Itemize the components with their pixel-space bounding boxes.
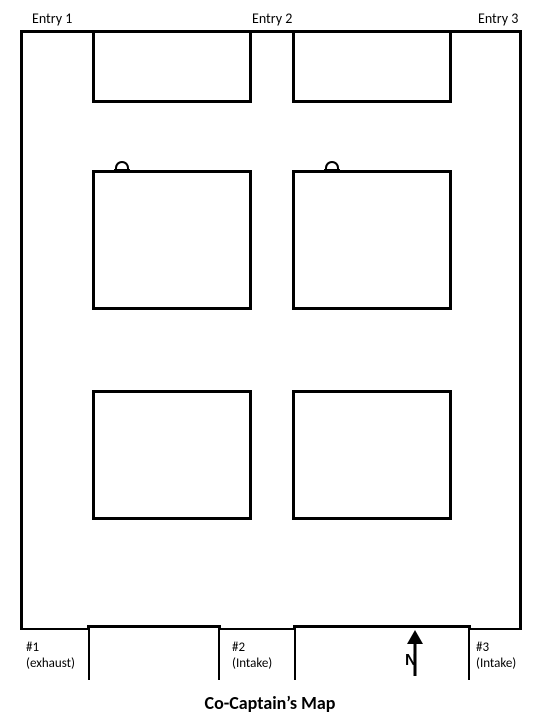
bottom-label-3-line2: (Intake) [476, 656, 516, 672]
building-outline [20, 30, 522, 628]
bottom-label-3: #3 (Intake) [476, 640, 516, 673]
opening-1-right-wall [88, 628, 90, 680]
diagram-stage: Entry 1 Entry 2 Entry 3 #1 (exhaust) #2 … [0, 0, 540, 720]
opening-2-left-wall [218, 628, 220, 680]
opening-2-right-wall [294, 628, 296, 680]
bottom-label-2: #2 (Intake) [232, 640, 272, 673]
block-row2-right [292, 170, 452, 310]
device-right-icon [325, 161, 339, 169]
entry-3-label: Entry 3 [478, 10, 518, 27]
opening-3-left-wall [468, 628, 470, 680]
opening-2-top-line [218, 628, 296, 630]
bottom-label-1: #1 (exhaust) [26, 640, 75, 673]
compass-label: N [405, 652, 417, 670]
block-row3-left [92, 390, 252, 520]
bottom-label-3-line1: #3 [476, 640, 516, 656]
block-row1-left [92, 33, 252, 103]
bottom-label-1-line1: #1 [26, 640, 75, 656]
device-left-icon [115, 161, 129, 169]
compass-icon: N [402, 630, 428, 683]
opening-3-top-line [468, 628, 522, 630]
block-row2-left [92, 170, 252, 310]
entry-2-label: Entry 2 [252, 10, 292, 27]
bottom-label-1-line2: (exhaust) [26, 656, 75, 672]
entry-1-label: Entry 1 [32, 10, 72, 27]
block-row3-right [292, 390, 452, 520]
block-row1-right [292, 33, 452, 103]
bottom-label-2-line2: (Intake) [232, 656, 272, 672]
diagram-caption: Co-Captain’s Map [0, 692, 540, 714]
bottom-label-2-line1: #2 [232, 640, 272, 656]
opening-1-top-line [20, 628, 90, 630]
